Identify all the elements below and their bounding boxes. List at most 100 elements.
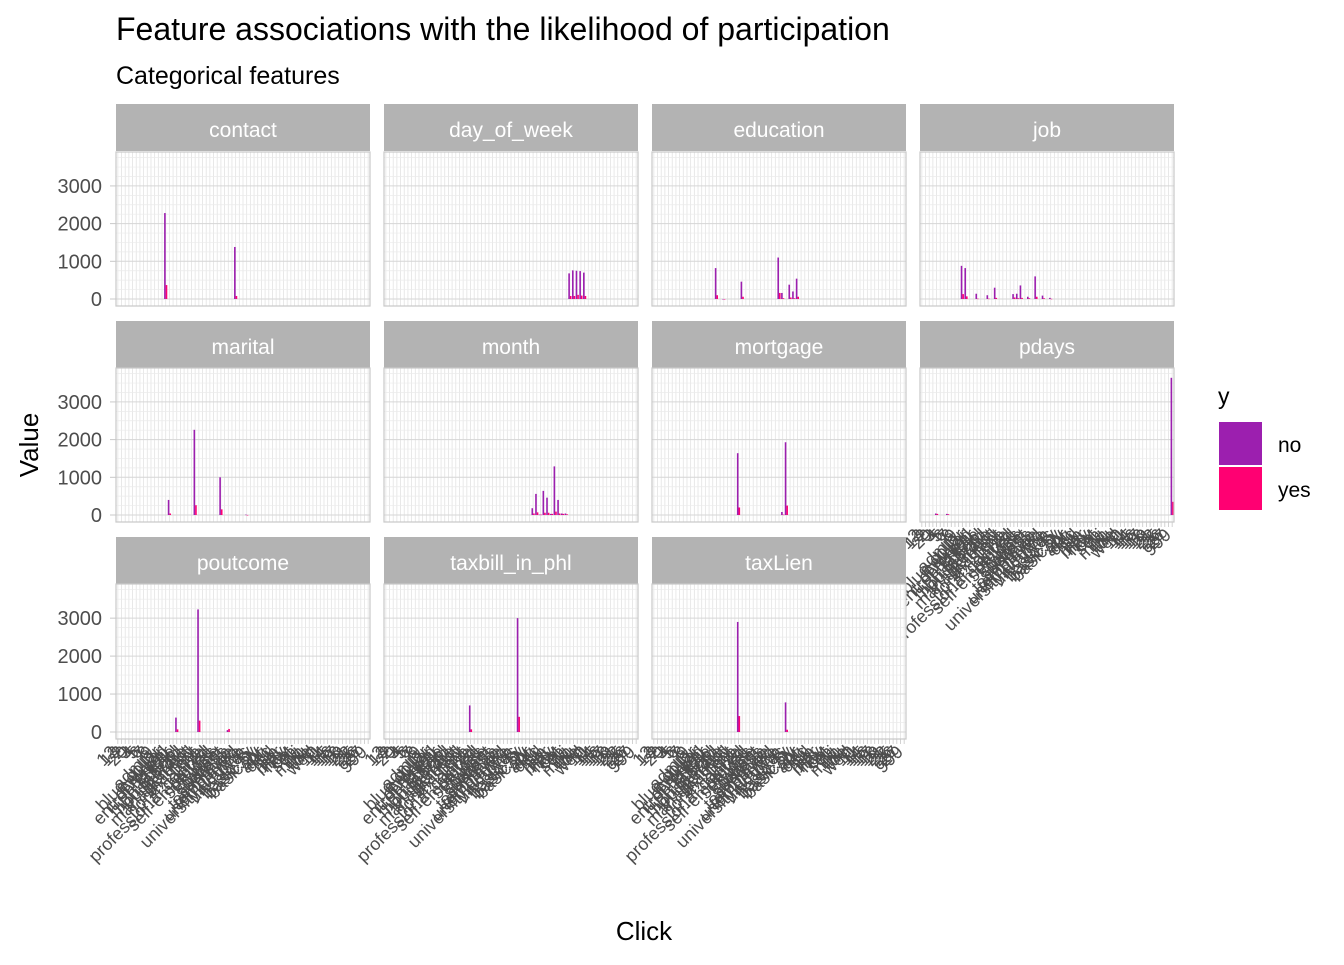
bar-no <box>986 295 989 299</box>
bar-yes <box>1013 297 1016 299</box>
y-tick-label: 0 <box>91 289 102 311</box>
bar-yes <box>738 716 741 732</box>
bar-no <box>538 514 541 516</box>
bar-no <box>736 621 739 732</box>
bar-no <box>960 265 963 299</box>
bar-yes <box>569 295 572 299</box>
y-tick-label: 2000 <box>58 430 103 452</box>
panel-border <box>651 367 907 523</box>
facet-panels: contact 0 1000 2000 3000 day_of_week education… <box>58 104 1175 866</box>
bar-yes <box>977 298 979 300</box>
legend-title: y <box>1218 383 1230 409</box>
bar-yes <box>966 296 968 299</box>
bar-no <box>1026 296 1029 299</box>
bar-no <box>788 284 791 299</box>
facet-strip-label: job <box>1032 119 1061 142</box>
y-axis-label: Value <box>14 413 44 478</box>
bar-no <box>795 278 798 299</box>
facet-panel-pdays: pdays 12132203456789admin.blue-collarcell… <box>888 321 1175 649</box>
panel-border <box>919 151 1175 307</box>
facet-strip <box>384 537 638 584</box>
bar-yes <box>738 507 741 515</box>
bar-yes <box>195 505 197 515</box>
bar-no <box>1015 293 1018 299</box>
bar-yes <box>470 729 473 732</box>
x-axis-ticks: 12132203456789admin.blue-collarcellulard… <box>620 739 907 866</box>
y-tick-label: 3000 <box>58 608 103 630</box>
bar-no <box>575 270 578 299</box>
bar-yes <box>988 298 990 300</box>
bar-yes <box>790 297 792 299</box>
bar-no <box>531 508 534 515</box>
chart-subtitle: Categorical features <box>116 62 340 90</box>
facet-strip <box>920 104 1174 151</box>
bar-no <box>193 429 196 515</box>
bar-yes <box>995 297 998 299</box>
facet-strip <box>384 104 638 151</box>
legend-key-yes <box>1219 467 1262 510</box>
bar-yes <box>169 513 171 515</box>
bar-no <box>564 513 567 515</box>
facet-strip <box>920 321 1174 368</box>
panel-border <box>115 151 371 307</box>
bar-yes <box>1035 296 1038 299</box>
bar-yes <box>198 720 201 732</box>
bar-yes <box>1021 297 1023 299</box>
bar-no <box>934 513 937 515</box>
bar-no <box>175 717 177 732</box>
bar-yes <box>235 295 238 299</box>
bar-yes <box>536 512 539 515</box>
facet-panel-taxLien: taxLien 12132203456789admin.blue-collarce… <box>620 537 907 866</box>
legend: y no yes <box>1218 383 1311 510</box>
bar-no <box>535 493 537 515</box>
bar-no <box>722 298 724 300</box>
facet-panel-job: job <box>919 104 1175 307</box>
bar-no <box>1041 295 1044 299</box>
bar-yes <box>782 514 785 516</box>
facet-strip-label: taxLien <box>745 552 813 575</box>
bar-no <box>1170 377 1173 515</box>
bar-yes <box>558 513 561 515</box>
bar-yes <box>246 514 249 516</box>
bar-no <box>993 287 996 299</box>
y-tick-label: 0 <box>91 722 102 744</box>
bar-yes <box>793 298 796 299</box>
bar-no <box>549 513 552 515</box>
y-tick-label: 0 <box>91 505 102 527</box>
bar-yes <box>165 285 168 299</box>
bar-yes <box>936 513 939 515</box>
facet-strip-label: day_of_week <box>449 119 573 142</box>
facet-strip <box>652 321 906 368</box>
bar-yes <box>551 513 554 515</box>
facet-panel-marital: marital 0 1000 2000 3000 <box>58 321 371 527</box>
bar-yes <box>1050 298 1053 300</box>
bar-yes <box>786 505 788 515</box>
bar-no <box>579 271 581 299</box>
bar-no <box>714 268 717 299</box>
bar-no <box>516 618 519 732</box>
bar-yes <box>544 512 546 515</box>
bar-no <box>781 511 783 515</box>
legend-label-no: no <box>1278 434 1301 457</box>
bar-no <box>167 499 170 515</box>
bar-no <box>784 442 787 515</box>
bar-yes <box>1017 298 1020 299</box>
bar-yes <box>782 298 785 299</box>
facet-panel-education: education <box>651 104 907 307</box>
bar-no <box>1049 297 1051 299</box>
bar-yes <box>1172 501 1174 515</box>
bar-yes <box>742 296 744 299</box>
bar-yes <box>220 509 223 515</box>
y-tick-label: 2000 <box>58 646 103 668</box>
bar-no <box>542 490 545 515</box>
bar-yes <box>573 295 576 299</box>
x-axis-label: Click <box>616 916 673 946</box>
x-axis-ticks: 12132203456789admin.blue-collarcellulard… <box>888 522 1175 649</box>
panel-border <box>383 151 639 307</box>
bar-yes <box>577 294 579 299</box>
bar-no <box>784 702 787 732</box>
bar-no <box>792 291 794 299</box>
facet-strip <box>116 537 370 584</box>
bar-no <box>964 268 967 299</box>
facet-panel-taxbill_in_phl: taxbill_in_phl 12132203456789admin.blue-c… <box>352 537 639 866</box>
